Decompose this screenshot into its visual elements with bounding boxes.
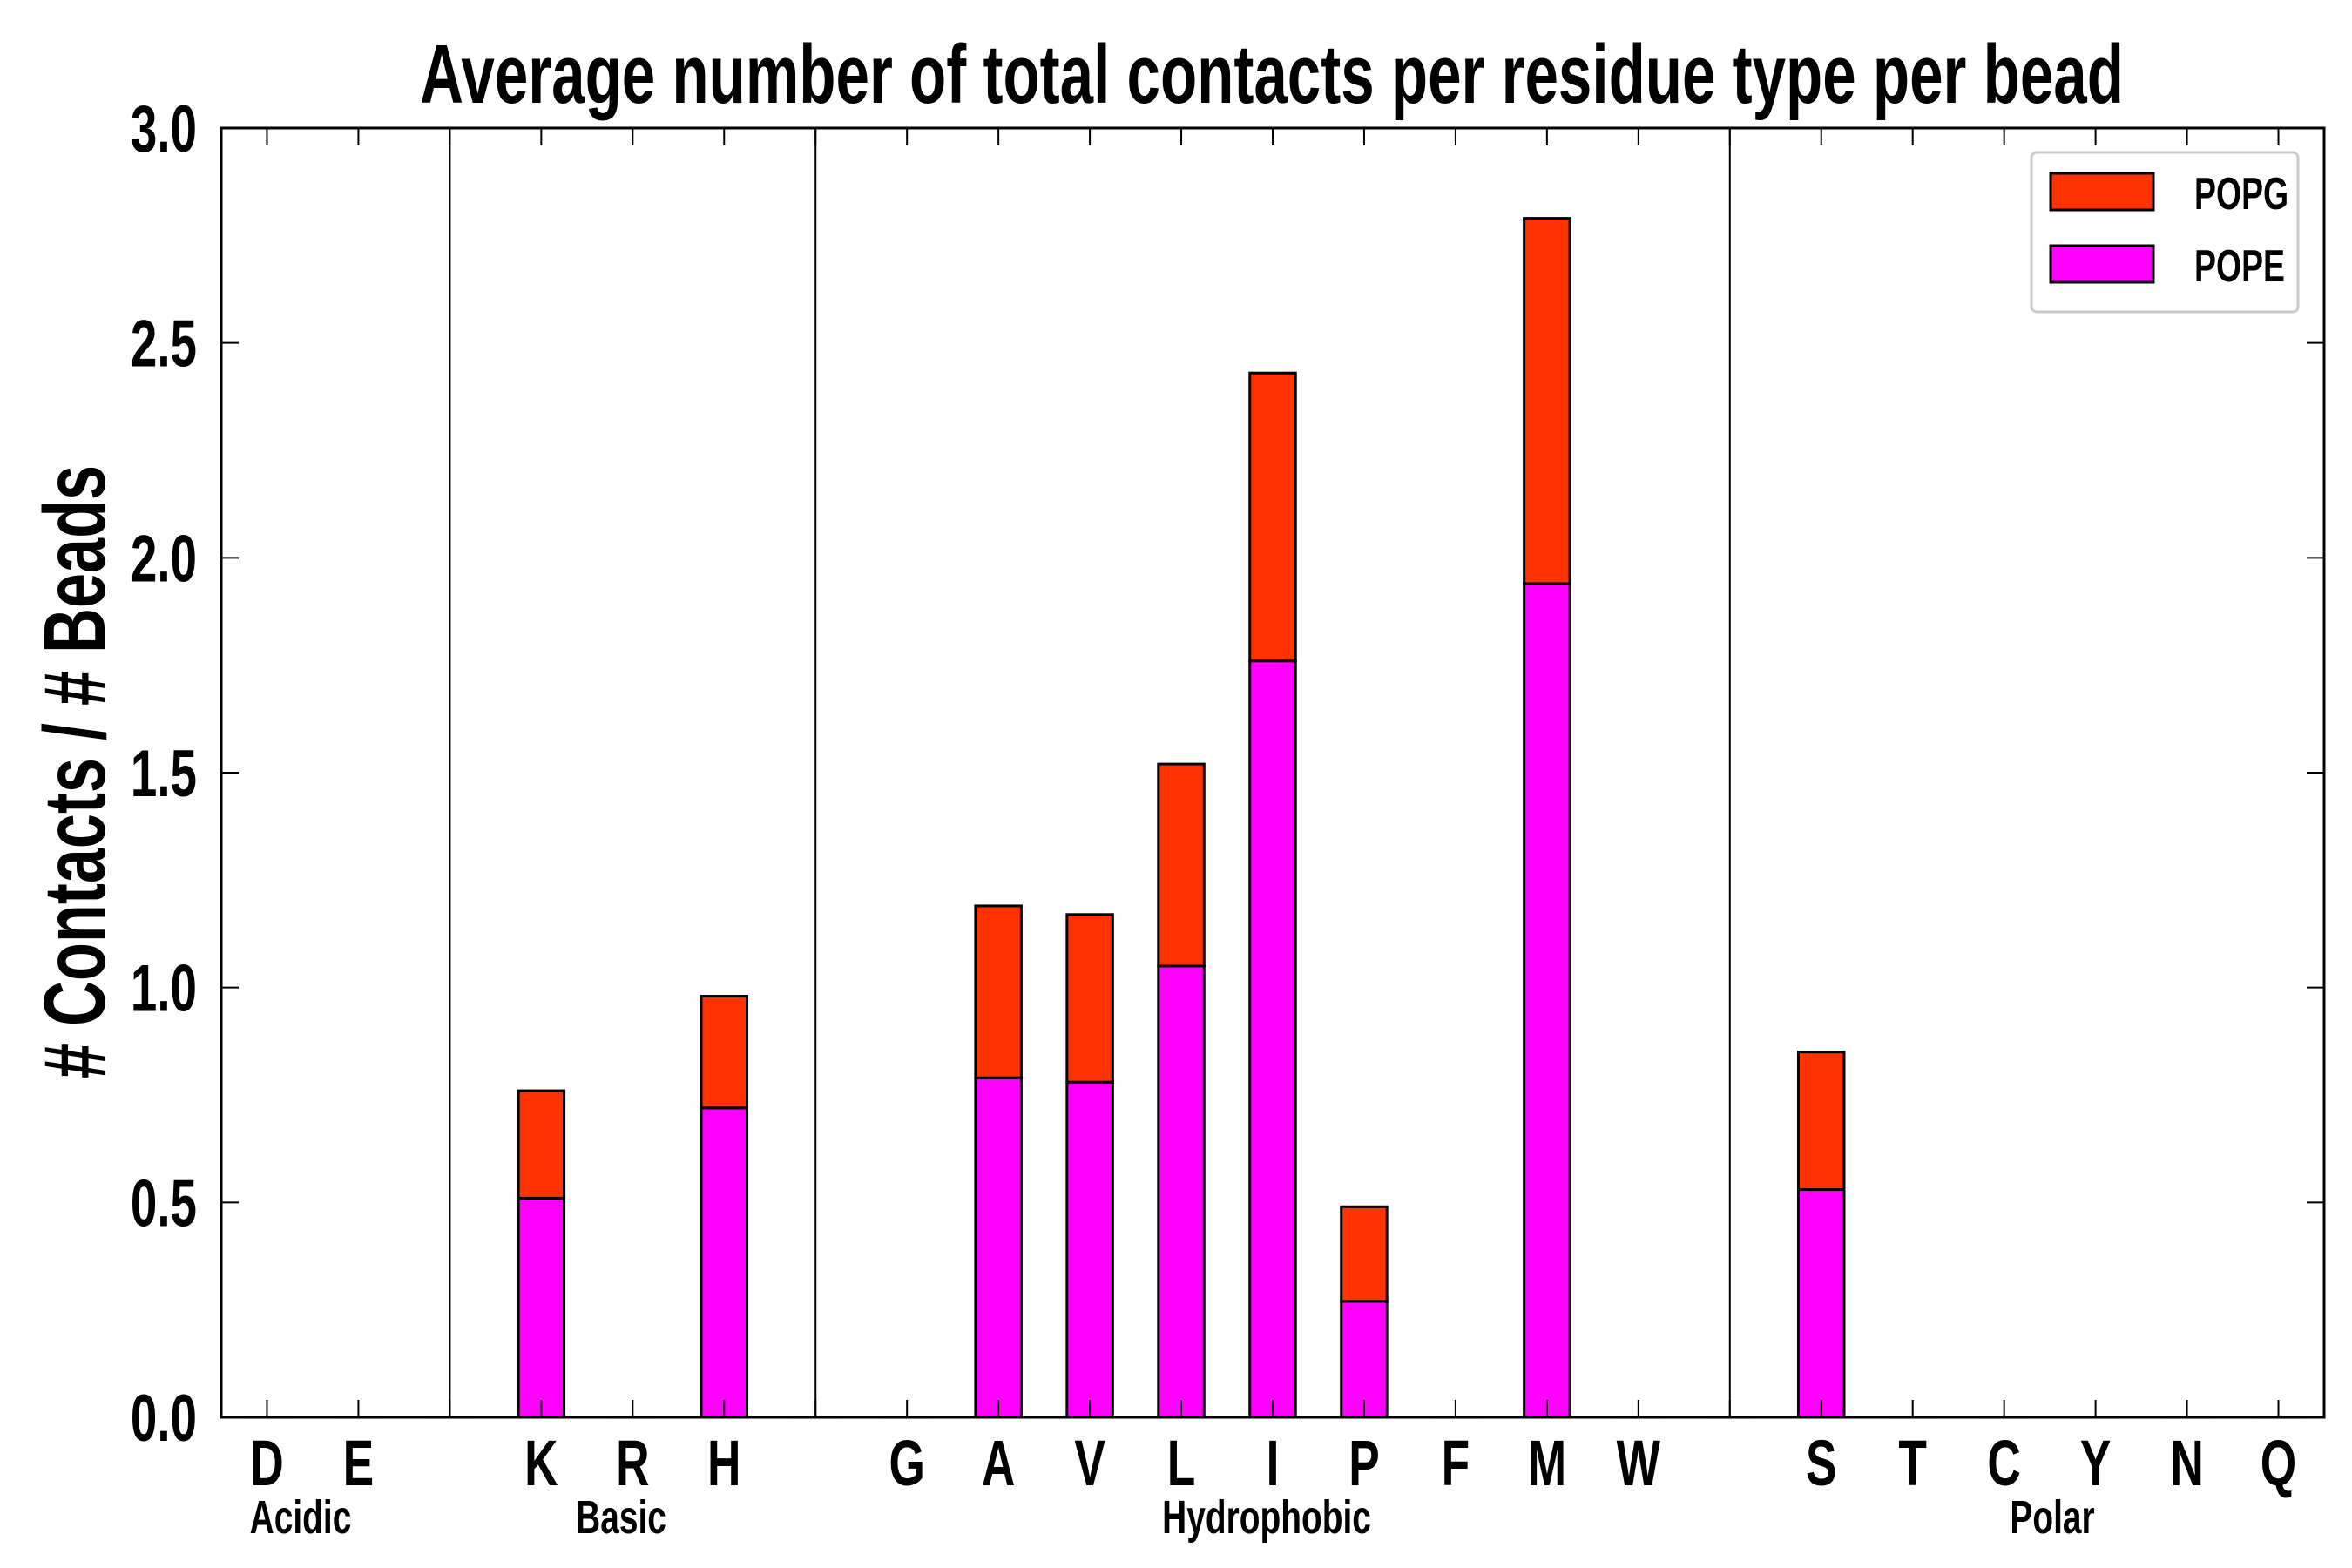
legend-swatch-pope [2049,244,2155,284]
x-tick-label: W [1617,1427,1660,1499]
x-tick-label: E [343,1427,375,1499]
y-tick-label: 0.5 [131,1167,197,1241]
group-label-polar: Polar [2010,1490,2094,1544]
x-tick-label: L [1167,1427,1196,1499]
bar-pope-H [700,1106,748,1419]
x-tick-label: F [1442,1427,1470,1499]
legend-label-popg: POPG [2194,168,2288,220]
y-tick-label: 0.0 [131,1382,197,1456]
bar-pope-I [1248,659,1297,1419]
legend-swatch-popg [2049,172,2155,212]
bar-pope-L [1157,964,1206,1419]
chart-title: Average number of total contacts per res… [420,27,2124,121]
bar-popg-P [1340,1205,1389,1303]
bar-popg-M [1523,217,1571,585]
bar-pope-S [1797,1188,1846,1419]
x-tick-label: R [616,1427,649,1499]
x-tick-label: M [1528,1427,1566,1499]
bar-popg-H [700,995,748,1110]
group-label-acidic: Acidic [250,1490,352,1544]
x-tick-label: N [2170,1427,2203,1499]
bar-popg-I [1248,371,1297,663]
group-label-hydrophobic: Hydrophobic [1162,1490,1371,1544]
x-tick-label: K [524,1427,558,1499]
x-tick-label: Y [2080,1427,2112,1499]
x-tick-label: D [250,1427,283,1499]
x-tick-label: G [889,1427,924,1499]
bar-popg-V [1065,913,1114,1084]
x-tick-label: A [982,1427,1015,1499]
x-tick-label: T [1898,1427,1927,1499]
bar-pope-P [1340,1300,1389,1419]
legend: POPG POPE [2030,151,2300,314]
bar-pope-M [1523,582,1571,1419]
y-tick-label: 2.0 [131,523,197,597]
bar-pope-V [1065,1080,1114,1419]
x-tick-label: S [1806,1427,1837,1499]
group-label-basic: Basic [576,1490,666,1544]
y-tick-label: 1.0 [131,952,197,1026]
x-tick-label: P [1348,1427,1380,1499]
bar-popg-L [1157,762,1206,968]
x-tick-label: C [1987,1427,2020,1499]
x-tick-label: Q [2261,1427,2296,1499]
bar-pope-A [974,1076,1023,1419]
y-tick-label: 1.5 [131,737,197,811]
bar-popg-S [1797,1051,1846,1192]
bar-popg-K [517,1089,566,1200]
y-tick-label: 3.0 [131,92,197,166]
x-tick-label: H [707,1427,740,1499]
y-tick-label: 2.5 [131,308,197,382]
x-tick-label: V [1074,1427,1105,1499]
y-axis-label: # Contacts / # Beads [26,465,123,1078]
bar-pope-K [517,1196,566,1419]
legend-label-pope: POPE [2194,240,2285,292]
x-tick-label: I [1267,1427,1280,1499]
bar-popg-A [974,904,1023,1079]
plot-frame [220,126,2326,1419]
